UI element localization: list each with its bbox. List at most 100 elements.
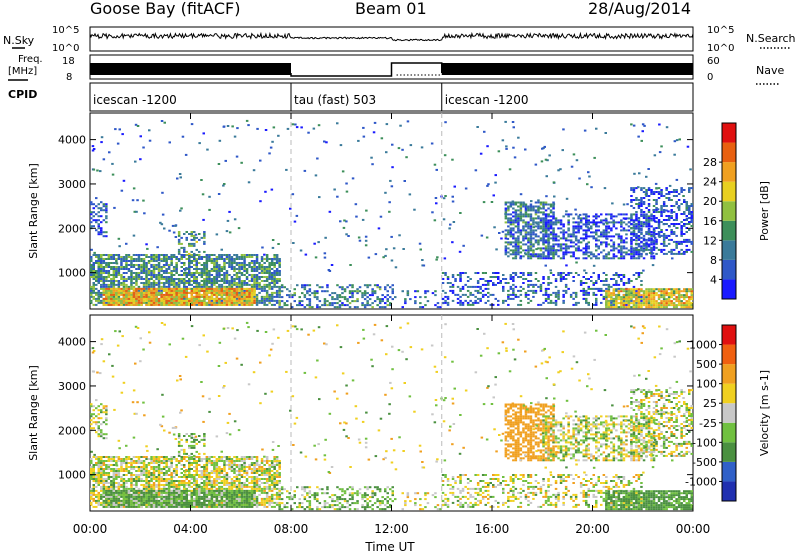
power-cell [517,247,520,249]
power-cell [108,286,111,288]
power-cell [645,302,648,304]
power-cell [188,288,191,290]
power-cell [605,294,608,296]
power-cell [138,296,141,298]
power-cell [688,239,691,241]
power-cell [223,280,226,282]
power-cell [650,302,653,304]
power-cell [605,306,608,308]
power-cell [525,292,528,294]
power-cell [577,221,580,223]
power-cell [150,264,153,266]
power-cell [334,292,337,294]
power-cell [686,249,689,251]
power-cell [687,146,690,148]
power-cell [100,209,103,211]
power-cell [522,243,525,245]
power-cell [487,300,490,302]
power-cell [620,235,623,237]
power-cell [557,227,560,229]
power-cell [645,247,648,249]
power-cell [537,280,540,282]
power-cell [193,243,196,245]
power-cell [645,176,648,178]
power-cell [522,235,525,237]
power-cell [251,262,254,264]
power-cell [541,148,544,150]
power-cell [256,282,258,284]
power-cell [181,282,184,284]
power-cell [540,202,543,204]
velocity-cell [105,456,108,458]
power-cell [253,266,256,268]
power-cell [615,282,618,284]
power-cell [673,241,676,243]
velocity-cell [110,486,113,488]
power-cell [525,231,528,233]
power-cell [535,290,538,292]
power-cell [100,302,103,304]
power-cell [517,276,520,278]
power-cell [238,300,241,302]
power-cell [223,304,226,306]
power-cell [668,296,671,298]
power-cell [365,210,368,212]
power-cell [623,304,626,306]
power-cell [517,202,520,204]
power-cell [605,233,608,235]
power-cell [198,268,201,270]
power-cell [248,290,251,292]
velocity-cell [98,462,101,464]
power-cell [334,298,337,300]
power-cell [585,229,588,231]
power-cell [163,296,166,298]
power-cell [505,245,508,247]
power-cell [120,274,123,276]
power-cell [487,282,490,284]
power-cell [113,288,116,290]
power-cell [567,213,570,215]
power-cell [643,304,646,306]
power-cell [253,280,256,282]
velocity-cell [93,470,96,472]
power-cell [258,272,261,274]
power-cell [362,219,365,221]
power-cell [228,294,231,296]
power-cell [268,264,271,266]
power-cell [163,282,166,284]
power-cell [474,300,477,302]
power-cell [100,141,103,143]
power-cell [663,302,666,304]
power-cell [251,270,254,272]
power-cell [256,254,258,256]
power-cell [618,290,621,292]
power-cell [231,256,234,258]
power-cell [221,266,224,268]
power-cell [98,207,101,209]
power-cell [530,229,533,231]
power-cell [376,284,379,286]
power-cell [175,282,178,284]
power-cell [665,219,668,221]
power-cell [158,278,161,280]
power-cell [148,280,151,282]
power-cell [238,282,241,284]
power-cell [158,264,161,266]
power-cell [268,270,271,272]
power-cell [140,282,143,284]
power-cell [507,219,510,221]
power-cell [618,251,621,253]
power-cell [108,290,111,292]
power-cell [608,253,611,255]
power-cell [633,223,636,225]
power-cell [198,274,201,276]
power-cell [304,170,307,172]
power-cell [183,251,186,253]
power-cell [547,282,550,284]
freq-block [442,63,693,75]
power-cell [115,254,118,256]
power-cell [226,302,229,304]
power-cell [613,300,616,302]
power-cell [155,274,158,276]
power-cell [660,145,663,147]
